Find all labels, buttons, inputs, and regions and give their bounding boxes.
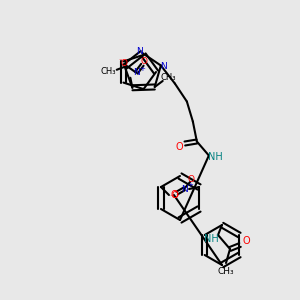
- Text: O: O: [175, 142, 183, 152]
- Text: N: N: [181, 184, 188, 194]
- Text: CH₃: CH₃: [218, 266, 234, 275]
- Text: N: N: [160, 62, 167, 71]
- Text: CH₃: CH₃: [161, 74, 176, 82]
- Text: N: N: [136, 46, 143, 56]
- Text: +: +: [140, 66, 145, 72]
- Text: N: N: [133, 68, 140, 77]
- Text: NH: NH: [208, 152, 223, 161]
- Text: ⁻: ⁻: [118, 59, 122, 65]
- Text: +: +: [187, 182, 193, 188]
- Text: O: O: [121, 59, 128, 68]
- Text: ⁻: ⁻: [169, 194, 173, 200]
- Text: O: O: [170, 190, 178, 200]
- Text: O: O: [141, 57, 148, 66]
- Text: O: O: [188, 175, 195, 184]
- Text: O: O: [242, 236, 250, 246]
- Text: NH: NH: [204, 234, 218, 244]
- Text: CH₃: CH₃: [101, 67, 116, 76]
- Text: O: O: [172, 190, 178, 200]
